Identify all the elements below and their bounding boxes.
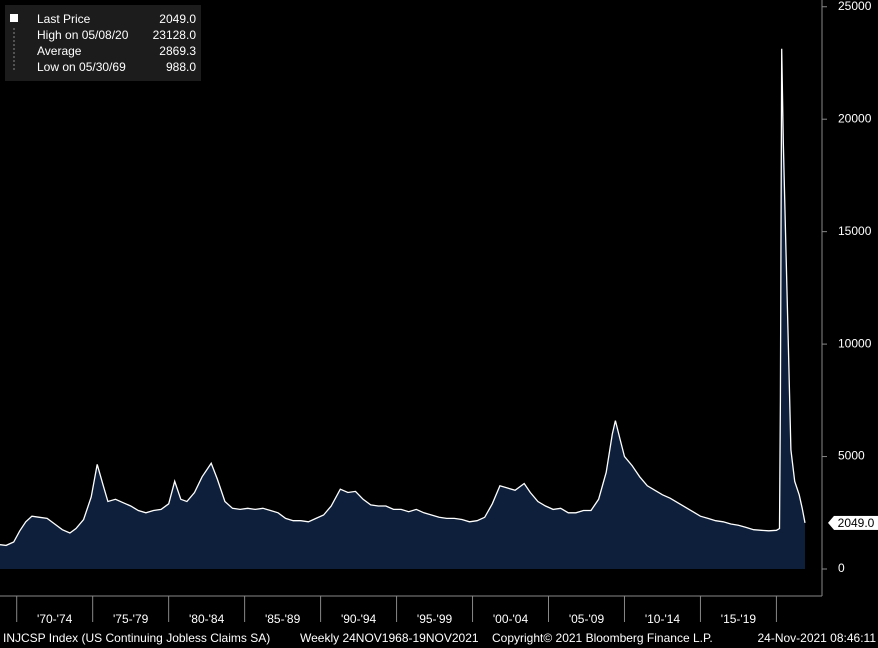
y-tick-label: 0 — [838, 561, 845, 575]
y-tick-label: 10000 — [838, 336, 872, 350]
legend-value: 2049.0 — [159, 12, 196, 26]
y-tick-label: 15000 — [838, 224, 872, 238]
y-tick-label: 5000 — [838, 449, 865, 463]
x-tick-label: '00-'04 — [493, 612, 529, 626]
x-tick-label: '10-'14 — [645, 612, 681, 626]
x-tick-label: '75-'79 — [113, 612, 149, 626]
x-tick-label: '15-'19 — [721, 612, 757, 626]
line — [0, 48, 806, 547]
y-tick-label: 20000 — [838, 111, 872, 125]
footer-text: 24-Nov-2021 08:46:11 — [757, 631, 876, 645]
footer-text: Weekly 24NOV1968-19NOV2021 — [300, 631, 479, 645]
legend-label: Low on 05/30/69 — [37, 60, 126, 74]
legend-label: Last Price — [37, 12, 91, 26]
last-price-label: 2049.0 — [838, 516, 875, 530]
legend-value: 23128.0 — [153, 28, 197, 42]
x-tick-label: '70-'74 — [37, 612, 73, 626]
last-price-marker — [828, 515, 834, 530]
x-tick-label: '80-'84 — [189, 612, 225, 626]
footer-text: INJCSP Index (US Continuing Jobless Clai… — [3, 631, 270, 645]
footer-text: Copyright© 2021 Bloomberg Finance L.P. — [492, 631, 713, 645]
legend-label: High on 05/08/20 — [37, 28, 129, 42]
last-price-box — [834, 515, 878, 530]
legend-value: 2869.3 — [159, 44, 196, 58]
legend-label: Average — [37, 44, 82, 58]
legend-marker — [10, 14, 18, 22]
x-tick-label: '90-'94 — [341, 612, 377, 626]
legend-box — [5, 5, 201, 81]
y-tick-label: 25000 — [838, 0, 872, 13]
legend-value: 988.0 — [166, 60, 196, 74]
plot-area — [0, 48, 806, 570]
x-tick-label: '85-'89 — [265, 612, 301, 626]
x-tick-label: '05-'09 — [569, 612, 605, 626]
x-tick-label: '95-'99 — [417, 612, 453, 626]
